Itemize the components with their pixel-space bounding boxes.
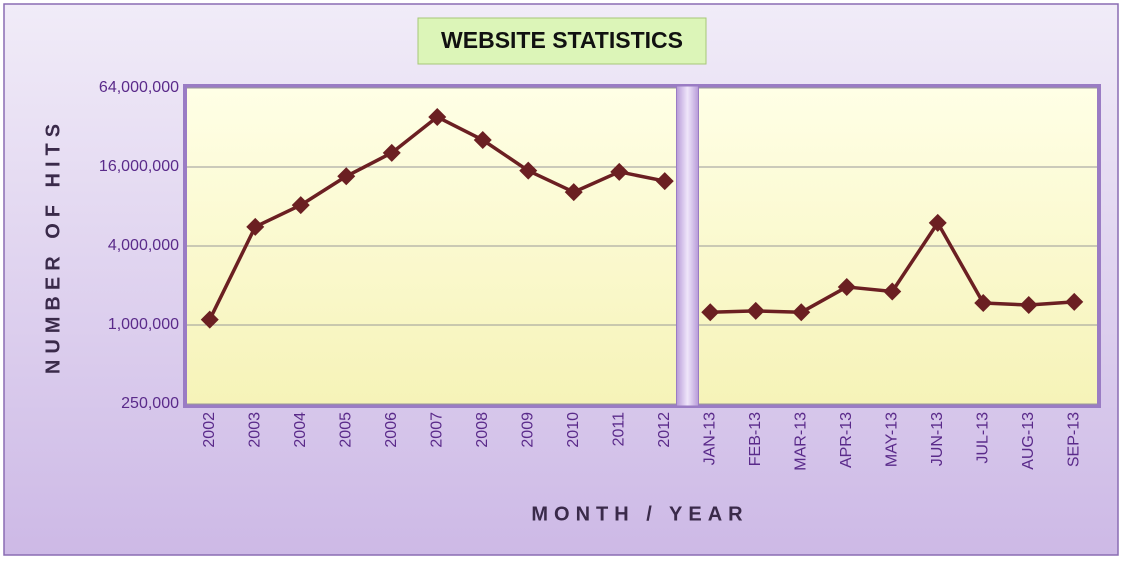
data-marker — [519, 161, 538, 180]
data-marker — [428, 107, 447, 126]
data-marker — [746, 301, 765, 320]
x-tick-label: 2010 — [565, 412, 582, 448]
x-tick-label: 2007 — [428, 412, 445, 448]
y-tick-label: 250,000 — [121, 395, 179, 412]
chart-title: WEBSITE STATISTICS — [441, 27, 683, 53]
y-tick-label: 64,000,000 — [99, 79, 179, 96]
data-marker — [610, 162, 629, 181]
data-marker — [1019, 296, 1038, 315]
x-tick-label: 2002 — [201, 412, 218, 448]
x-tick-label: SEP-13 — [1065, 412, 1082, 467]
y-tick-label: 16,000,000 — [99, 158, 179, 175]
data-marker — [291, 196, 310, 215]
x-tick-label: 2009 — [519, 412, 536, 448]
x-tick-label: JUN-13 — [929, 412, 946, 466]
x-tick-label: FEB-13 — [747, 412, 764, 466]
y-tick-label: 4,000,000 — [108, 237, 179, 254]
x-tick-label: 2006 — [383, 412, 400, 448]
x-tick-label: 2004 — [292, 412, 309, 448]
data-marker — [701, 303, 720, 322]
data-marker — [337, 167, 356, 186]
x-tick-label: 2008 — [474, 412, 491, 448]
x-tick-label: 2003 — [246, 412, 263, 448]
data-marker — [928, 213, 947, 232]
x-tick-label: AUG-13 — [1020, 412, 1037, 470]
x-tick-label: 2011 — [610, 412, 627, 447]
x-axis-title: MONTH / YEAR — [531, 503, 748, 525]
x-tick-label: JAN-13 — [701, 412, 718, 465]
x-tick-label: APR-13 — [838, 412, 855, 468]
data-marker — [655, 172, 674, 191]
data-marker — [246, 217, 265, 236]
data-marker — [837, 277, 856, 296]
data-marker — [473, 130, 492, 149]
plot-border — [183, 84, 1101, 408]
x-tick-label: 2012 — [656, 412, 673, 448]
title-box — [417, 17, 707, 65]
series-separator — [676, 85, 699, 407]
x-tick-label: MAY-13 — [883, 412, 900, 467]
data-marker — [974, 294, 993, 313]
data-marker — [564, 183, 583, 202]
x-tick-label: JUL-13 — [974, 412, 991, 464]
y-tick-label: 1,000,000 — [108, 316, 179, 333]
data-marker — [1065, 292, 1084, 311]
x-tick-label: 2005 — [337, 412, 354, 448]
y-axis-title: NUMBER OF HITS — [42, 118, 64, 374]
data-marker — [883, 282, 902, 301]
data-marker — [382, 143, 401, 162]
data-marker — [792, 303, 811, 322]
data-marker — [200, 310, 219, 329]
x-tick-label: MAR-13 — [792, 412, 809, 471]
